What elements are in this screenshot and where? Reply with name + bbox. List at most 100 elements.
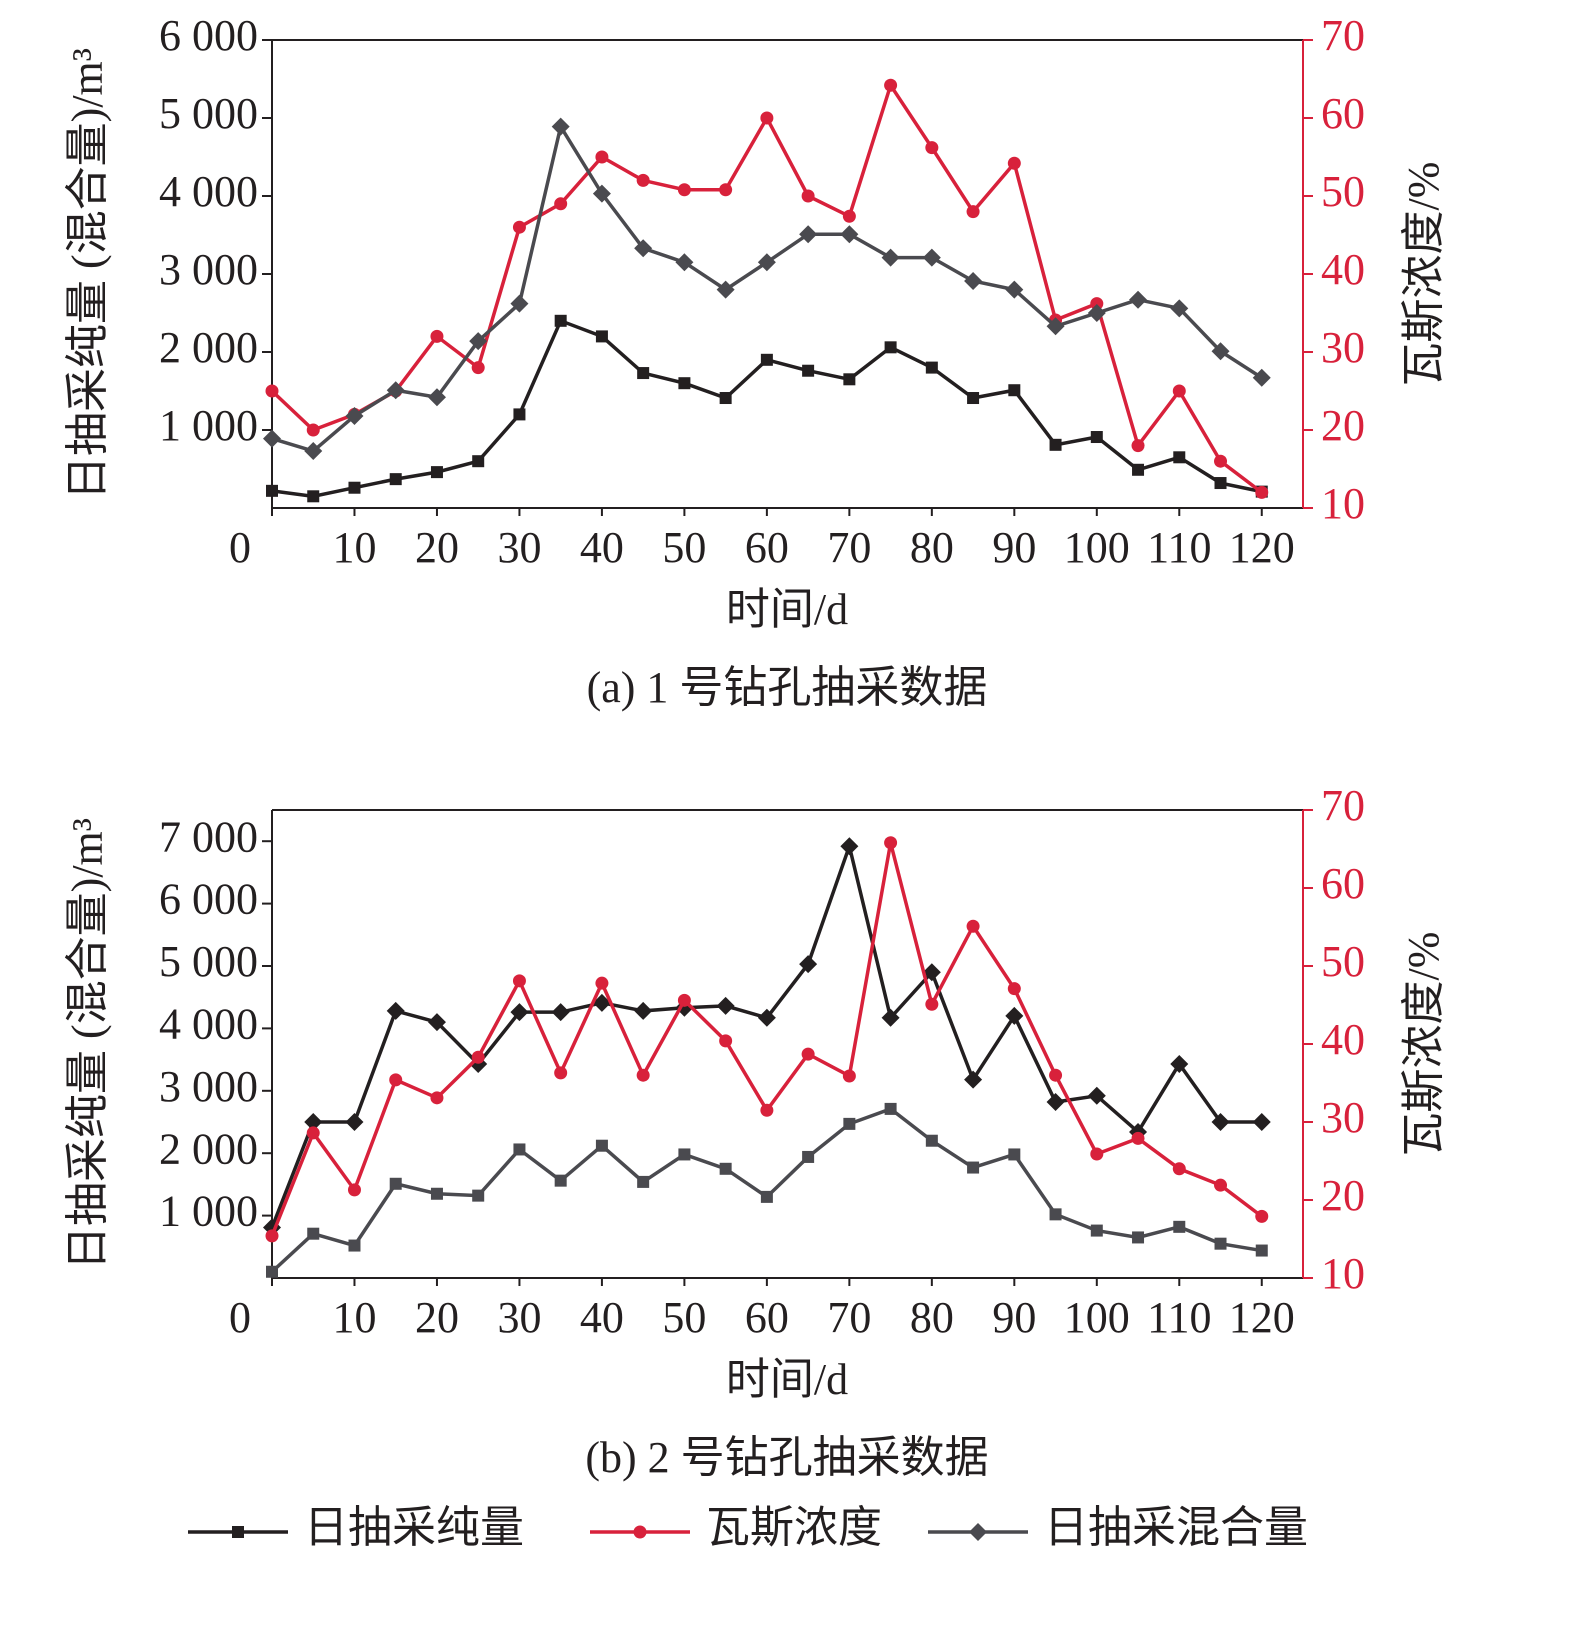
- series-line: [270, 81, 1263, 494]
- marker: [265, 1229, 279, 1243]
- marker: [1049, 1068, 1063, 1082]
- marker: [964, 272, 983, 291]
- marker: [801, 189, 815, 203]
- marker: [554, 1174, 567, 1187]
- marker: [430, 1091, 444, 1105]
- caption: (b) 2 号钻孔抽采数据: [585, 1433, 988, 1482]
- y-tick-label: 6 000: [159, 875, 258, 924]
- marker: [678, 377, 691, 390]
- marker: [348, 1239, 361, 1252]
- marker: [1170, 1054, 1189, 1073]
- marker: [1049, 1208, 1062, 1221]
- x-tick-label: 120: [1229, 523, 1295, 572]
- marker: [1008, 1148, 1021, 1161]
- y2-tick-label: 50: [1321, 167, 1365, 216]
- x-tick-label: 100: [1064, 523, 1130, 572]
- legend-label: 日抽采混合量: [1044, 1503, 1308, 1552]
- y2-tick-label: 30: [1321, 1093, 1365, 1142]
- marker: [389, 1177, 402, 1190]
- marker: [760, 353, 773, 366]
- marker: [678, 1148, 691, 1161]
- marker: [1046, 317, 1065, 336]
- y2-tick-label: 20: [1321, 401, 1365, 450]
- x-tick-label: 0: [229, 523, 251, 572]
- y-tick-label: 3 000: [159, 245, 258, 294]
- y-tick-label: 4 000: [159, 999, 258, 1048]
- marker: [1252, 1113, 1271, 1131]
- marker: [510, 1003, 529, 1022]
- marker: [348, 481, 361, 494]
- caption: (a) 1 号钻孔抽采数据: [587, 663, 988, 712]
- marker: [840, 837, 859, 856]
- marker: [677, 993, 691, 1007]
- marker: [840, 225, 859, 244]
- marker: [472, 1189, 485, 1202]
- marker: [1090, 431, 1103, 444]
- marker: [925, 1134, 938, 1147]
- marker: [719, 392, 732, 405]
- x-tick-label: 80: [910, 1293, 954, 1342]
- marker: [1131, 439, 1145, 453]
- x-tick-label: 10: [332, 1293, 376, 1342]
- marker: [716, 280, 735, 299]
- marker: [430, 466, 443, 479]
- marker: [427, 388, 446, 407]
- marker: [801, 1047, 815, 1061]
- marker: [430, 1187, 443, 1200]
- marker: [304, 442, 323, 461]
- marker: [925, 361, 938, 374]
- marker: [592, 184, 611, 203]
- x-tick-label: 60: [745, 523, 789, 572]
- series-line: [270, 1106, 1263, 1274]
- marker: [757, 1008, 776, 1027]
- marker: [842, 1069, 856, 1083]
- marker: [802, 1150, 815, 1163]
- y-axis-title: 日抽采纯量 (混合量)/m³: [63, 818, 112, 1270]
- marker: [1046, 1093, 1065, 1112]
- marker: [1132, 1231, 1145, 1244]
- marker: [799, 955, 818, 974]
- x-axis-title: 时间/d: [726, 1355, 848, 1404]
- marker: [1214, 1178, 1228, 1192]
- marker: [1005, 280, 1024, 299]
- marker: [1007, 156, 1021, 170]
- marker: [1132, 463, 1145, 476]
- y-tick-label: 6 000: [159, 11, 258, 60]
- x-tick-label: 90: [992, 1293, 1036, 1342]
- marker: [1131, 1131, 1145, 1145]
- marker: [595, 976, 609, 990]
- y-tick-label: 7 000: [159, 812, 258, 861]
- marker: [1173, 451, 1186, 464]
- marker: [884, 836, 898, 850]
- legend-label: 日抽采纯量: [304, 1503, 524, 1552]
- marker: [1172, 384, 1186, 398]
- marker: [719, 1162, 732, 1175]
- marker: [719, 1034, 733, 1048]
- marker: [1255, 1209, 1269, 1223]
- marker: [592, 993, 611, 1012]
- y-tick-label: 4 000: [159, 167, 258, 216]
- marker: [513, 408, 526, 421]
- marker: [967, 1161, 980, 1174]
- y2-tick-label: 20: [1321, 1171, 1365, 1220]
- marker: [427, 1013, 446, 1032]
- marker: [760, 1190, 773, 1203]
- x-tick-label: 100: [1064, 1293, 1130, 1342]
- marker: [345, 406, 364, 425]
- marker: [512, 220, 526, 234]
- marker: [881, 1008, 900, 1027]
- y-tick-label: 1 000: [159, 1187, 258, 1236]
- marker: [843, 1117, 856, 1130]
- marker: [1087, 1086, 1106, 1105]
- y2-axis-title: 瓦斯浓度/%: [1399, 932, 1448, 1157]
- x-axis-title: 时间/d: [726, 585, 848, 634]
- x-tick-label: 20: [415, 1293, 459, 1342]
- y-tick-label: 3 000: [159, 1062, 258, 1111]
- marker: [554, 1066, 568, 1080]
- legend-label: 瓦斯浓度: [706, 1503, 882, 1552]
- marker: [1172, 1162, 1186, 1176]
- y2-tick-label: 30: [1321, 323, 1365, 372]
- marker: [675, 253, 694, 272]
- marker: [1214, 454, 1228, 468]
